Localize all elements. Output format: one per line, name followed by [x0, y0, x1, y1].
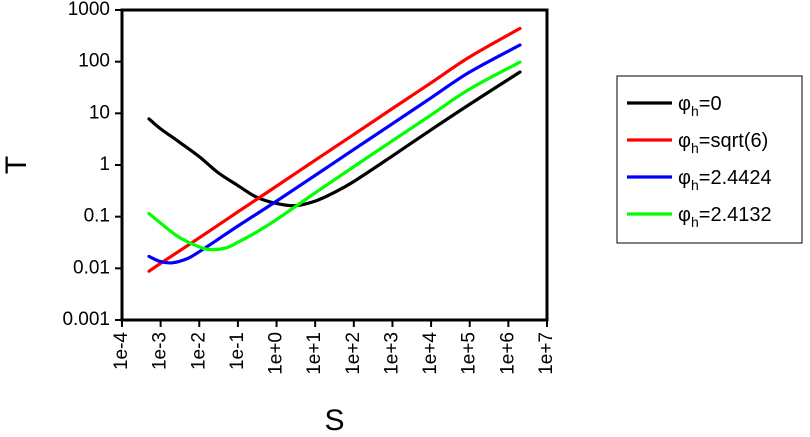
y-axis-title: T: [0, 156, 33, 174]
x-tick-label: 1e-1: [227, 332, 248, 370]
plot-frame: [120, 8, 549, 322]
series-layer: [147, 26, 522, 273]
y-tick-label: 100: [78, 51, 110, 72]
series-line-2: [147, 43, 522, 265]
series-line-3: [147, 60, 522, 252]
y-tick-label: 0.001: [62, 309, 110, 330]
x-axis: 1e-4 1e-3 1e-2 1e-1 1e+0 1e+1 1e+2 1e+3 1e+4 1e+5…: [111, 320, 557, 375]
x-tick-label: 1e+1: [304, 332, 325, 375]
x-tick-label: 1e+3: [381, 332, 402, 375]
x-tick-label: 1e+6: [497, 332, 518, 375]
x-tick-label: 1e+7: [536, 332, 557, 375]
x-tick-label: 1e+5: [459, 332, 480, 375]
y-tick-label: 0.1: [84, 206, 110, 227]
legend-label: φh=sqrt(6): [678, 130, 768, 156]
legend: φh=0 φh=sqrt(6) φh=2.4424 φh=2.4132: [616, 75, 803, 244]
x-axis-title: S: [324, 404, 344, 437]
x-tick-label: 1e+0: [266, 332, 287, 375]
y-tick-label: 1: [99, 154, 110, 175]
legend-label: φh=2.4132: [678, 204, 772, 230]
series-line-0: [147, 70, 522, 208]
legend-label: φh=0: [678, 93, 722, 119]
x-tick-label: 1e-3: [150, 332, 171, 370]
y-tick-label: 1000: [68, 0, 110, 20]
y-tick-label: 10: [89, 102, 110, 123]
y-axis: 0.001 0.01 0.1 1 10 100 1000: [62, 0, 122, 330]
legend-label: φh=2.4424: [678, 167, 772, 193]
x-tick-label: 1e-4: [111, 332, 132, 370]
x-tick-label: 1e+2: [343, 332, 364, 375]
y-tick-label: 0.01: [73, 257, 110, 278]
x-tick-label: 1e+4: [420, 332, 441, 375]
series-line-1: [147, 26, 522, 273]
x-tick-label: 1e-2: [188, 332, 209, 370]
